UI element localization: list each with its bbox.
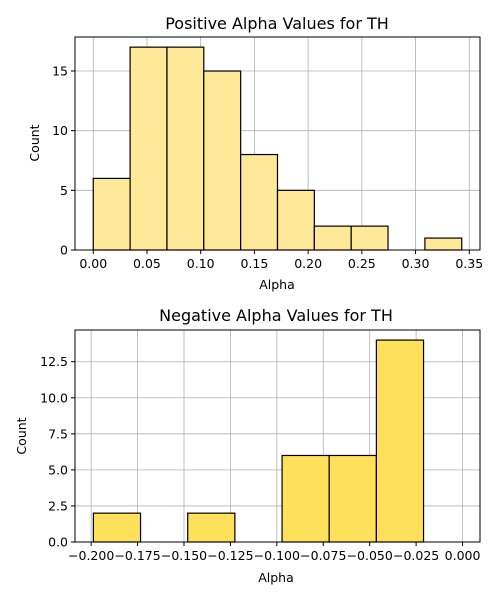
x-axis-ticks: 0.00 0.05 0.10 0.15 0.20 0.25 0.30 0.35 <box>79 250 483 271</box>
plot-frame <box>74 36 481 251</box>
x-tick-label: 0.00 <box>79 256 107 271</box>
y-tick-label: 5 <box>60 183 68 198</box>
plot-frame <box>74 329 481 543</box>
histogram-bar <box>375 339 425 543</box>
y-tick-label: 12.5 <box>40 354 68 369</box>
y-tick-label: 5.0 <box>48 462 68 477</box>
bars <box>92 46 463 251</box>
histogram-bar <box>276 189 315 251</box>
bars <box>92 339 425 543</box>
x-axis-label: Alpha <box>259 277 295 292</box>
y-axis-label: Count <box>27 124 42 161</box>
x-tick-label: −0.075 <box>300 548 346 563</box>
y-axis-ticks: 0 5 10 15 <box>52 64 75 258</box>
x-tick-label: −0.125 <box>207 548 253 563</box>
y-tick-label: 2.5 <box>48 498 68 513</box>
x-axis-label: Alpha <box>258 570 294 585</box>
histogram-bar <box>424 237 463 251</box>
histogram-bar <box>328 454 377 543</box>
x-tick-label: 0.20 <box>294 256 322 271</box>
histogram-bar <box>129 46 168 251</box>
histogram-bar <box>187 512 236 543</box>
x-tick-label: 0.000 <box>445 548 481 563</box>
x-tick-label: 0.15 <box>240 256 268 271</box>
x-tick-label: −0.025 <box>393 548 439 563</box>
x-tick-label: 0.05 <box>133 256 161 271</box>
x-tick-label: −0.150 <box>161 548 207 563</box>
x-axis-ticks: −0.200 −0.175 −0.150 −0.125 −0.100 −0.075 −0.0… <box>68 542 480 563</box>
x-tick-label: −0.175 <box>114 548 160 563</box>
positive-alpha-histogram: Positive Alpha Values for TH Alpha Count… <box>27 14 483 292</box>
histogram-bar <box>240 153 279 251</box>
y-tick-label: 10.0 <box>40 390 68 405</box>
histogram-bar <box>203 70 242 251</box>
x-tick-label: 0.30 <box>402 256 430 271</box>
x-tick-label: −0.200 <box>68 548 114 563</box>
y-tick-label: 7.5 <box>48 426 68 441</box>
histogram-bar <box>281 454 330 543</box>
y-tick-label: 10 <box>52 123 68 138</box>
histogram-bar <box>350 225 389 251</box>
x-tick-label: −0.100 <box>254 548 300 563</box>
negative-alpha-histogram: Negative Alpha Values for TH Alpha Count… <box>14 306 481 585</box>
histogram-bar <box>166 46 205 251</box>
y-tick-label: 0 <box>60 243 68 258</box>
x-tick-label: −0.050 <box>347 548 393 563</box>
x-tick-label: 0.35 <box>455 256 483 271</box>
histogram-bar <box>92 512 142 543</box>
chart-title: Negative Alpha Values for TH <box>159 306 393 325</box>
histogram-bar <box>92 177 131 251</box>
histogram-bar <box>313 225 352 251</box>
y-axis-label: Count <box>14 417 29 454</box>
x-tick-label: 0.25 <box>348 256 376 271</box>
y-tick-label: 0.0 <box>48 535 68 550</box>
y-tick-label: 15 <box>52 64 68 79</box>
y-axis-ticks: 0.0 2.5 5.0 7.5 10.0 12.5 <box>40 354 75 550</box>
chart-title: Positive Alpha Values for TH <box>165 14 389 33</box>
x-tick-label: 0.10 <box>187 256 215 271</box>
